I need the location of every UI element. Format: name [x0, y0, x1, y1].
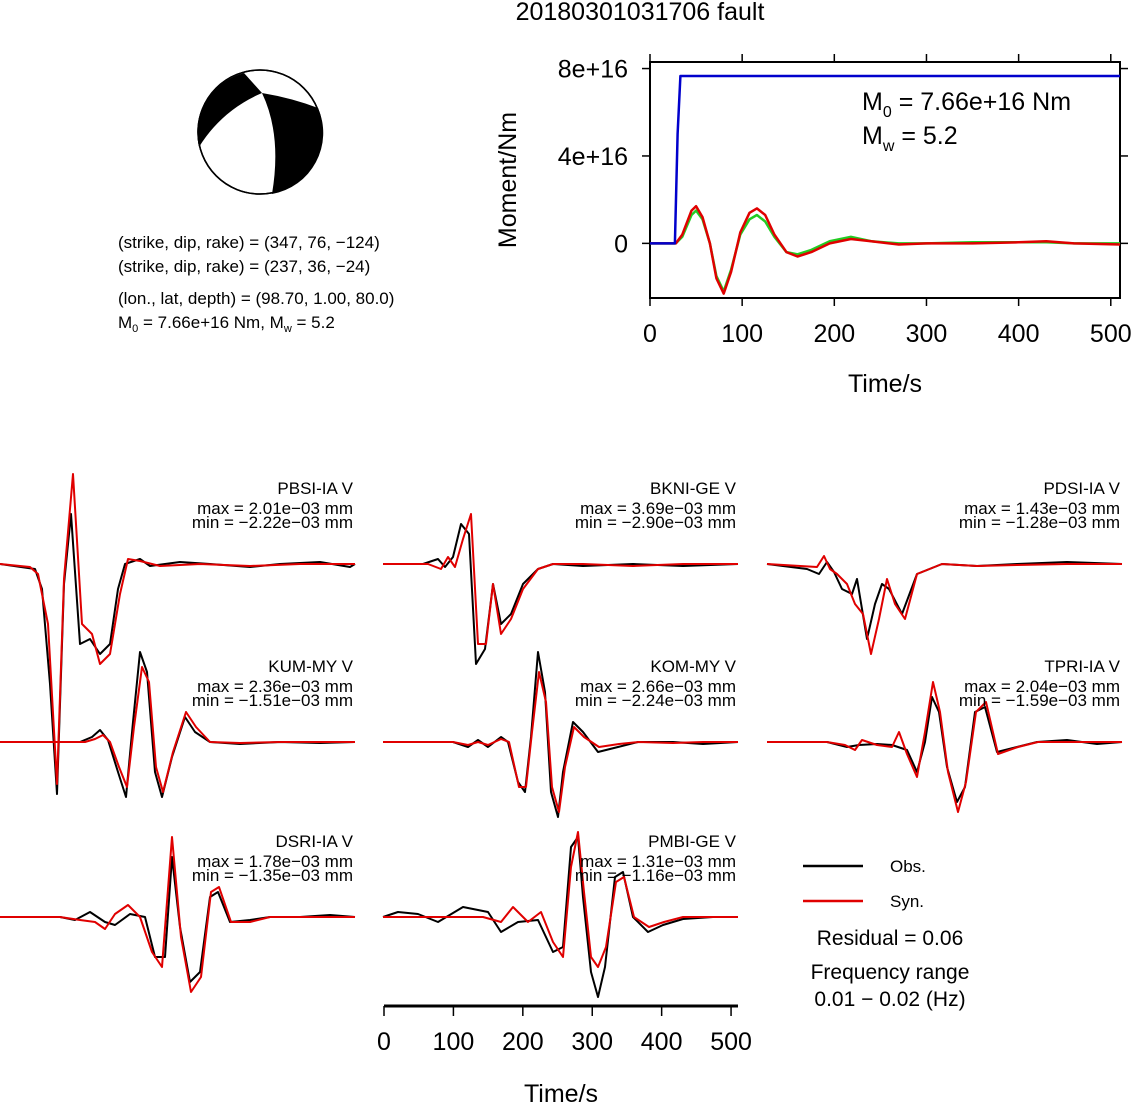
mechanism-line2: (strike, dip, rake) = (237, 36, −24) — [118, 257, 370, 276]
moment-plot-frame — [649, 61, 1121, 299]
moment-xtick-label: 500 — [1090, 320, 1132, 348]
bottom-xlabel: Time/s — [524, 1080, 598, 1104]
station-min: min = −2.24e−03 mm — [575, 691, 736, 710]
moment-mw-annotation: Mw = 5.2 — [862, 122, 958, 155]
station-max: max = 2.01e−03 mm — [197, 499, 353, 518]
station-min: min = −1.28e−03 mm — [959, 513, 1120, 532]
bottom-time-axis: Time/s 0 100 200 300 400 500 — [377, 1004, 752, 1104]
bottom-xtick-label: 100 — [433, 1028, 475, 1056]
frequency-range-label: Frequency range — [811, 961, 970, 984]
station-name: KUM-MY V — [268, 657, 353, 676]
bottom-xtick-label: 300 — [571, 1028, 613, 1056]
moment-axes-group: 0 4e+16 8e+16 0 100 200 300 400 500 — [558, 54, 1132, 348]
station-syn-trace — [383, 831, 738, 968]
station-name: TPRI-IA V — [1044, 657, 1120, 676]
station-max: max = 1.78e−03 mm — [197, 852, 353, 871]
moment-xtick-label: 200 — [813, 320, 855, 348]
bottom-xtick-label: 200 — [502, 1028, 544, 1056]
moment-xtick-label: 300 — [906, 320, 948, 348]
station-syn-trace — [767, 681, 1122, 813]
station-max: max = 2.66e−03 mm — [580, 677, 736, 696]
moment-panel: 0 4e+16 8e+16 0 100 200 300 400 500 M0 = 7.66e+1… — [494, 54, 1132, 398]
beachball-icon — [197, 69, 324, 195]
station-max: max = 2.04e−03 mm — [964, 677, 1120, 696]
mechanism-line4: M0 = 7.66e+16 Nm, Mw = 5.2 — [118, 313, 335, 335]
legend-syn-label: Syn. — [890, 892, 924, 911]
moment-m0-annotation: M0 = 7.66e+16 Nm — [862, 88, 1071, 121]
moment-ytick-label: 8e+16 — [558, 56, 628, 84]
moment-xtick-label: 0 — [643, 320, 657, 348]
bottom-xtick-label: 500 — [710, 1028, 752, 1056]
residual-text: Residual = 0.06 — [817, 927, 964, 950]
frequency-range-value: 0.01 − 0.02 (Hz) — [814, 988, 965, 1011]
moment-ylabel: Moment/Nm — [494, 112, 522, 248]
legend-obs-label: Obs. — [890, 857, 926, 876]
station-obs-trace — [383, 523, 739, 665]
station-syn-trace — [766, 555, 1122, 655]
station-max: max = 3.69e−03 mm — [580, 499, 736, 518]
moment-series-group — [650, 74, 1121, 295]
station-name: DSRI-IA V — [276, 832, 354, 851]
figure-title: 20180301031706 fault — [516, 0, 765, 26]
station-syn-trace — [0, 666, 355, 793]
station-min: min = −2.90e−03 mm — [575, 513, 736, 532]
station-min: min = −1.35e−03 mm — [192, 866, 353, 885]
station-min: min = −2.22e−03 mm — [192, 513, 353, 532]
station-name: PBSI-IA V — [277, 479, 353, 498]
station-min: min = −1.59e−03 mm — [959, 691, 1120, 710]
station-name: KOM-MY V — [650, 657, 736, 676]
station-name: PMBI-GE V — [648, 832, 737, 851]
moment-xtick-label: 100 — [721, 320, 763, 348]
station-syn-trace — [383, 513, 738, 645]
moment-series-stf — [650, 209, 1120, 293]
moment-ytick-label: 4e+16 — [558, 143, 628, 171]
station-max: max = 1.43e−03 mm — [964, 499, 1120, 518]
station-name: BKNI-GE V — [650, 479, 737, 498]
station-syn-trace — [0, 473, 355, 785]
station-min: min = −1.51e−03 mm — [192, 691, 353, 710]
moment-xtick-label: 400 — [998, 320, 1040, 348]
station-syn-trace — [383, 671, 738, 813]
moment-series-stf-fit — [650, 204, 1121, 295]
bottom-xtick-label: 400 — [641, 1028, 683, 1056]
station-name: PDSI-IA V — [1043, 479, 1120, 498]
station-max: max = 1.31e−03 mm — [580, 852, 736, 871]
station-max: max = 2.36e−03 mm — [197, 677, 353, 696]
legend: Obs. Syn. Residual = 0.06 Frequency rang… — [803, 857, 969, 1011]
station-min: min = −1.16e−03 mm — [575, 866, 736, 885]
moment-series-moment — [650, 74, 1120, 245]
moment-ytick-label: 0 — [614, 230, 628, 258]
mechanism-line3: (lon., lat, depth) = (98.70, 1.00, 80.0) — [118, 289, 394, 308]
mechanism-line1: (strike, dip, rake) = (347, 76, −124) — [118, 233, 380, 252]
moment-xlabel: Time/s — [848, 370, 922, 398]
station-syn-trace — [0, 836, 355, 993]
station-obs-trace — [0, 513, 356, 795]
bottom-xtick-label: 0 — [377, 1028, 391, 1056]
station-obs-trace — [766, 561, 1123, 640]
